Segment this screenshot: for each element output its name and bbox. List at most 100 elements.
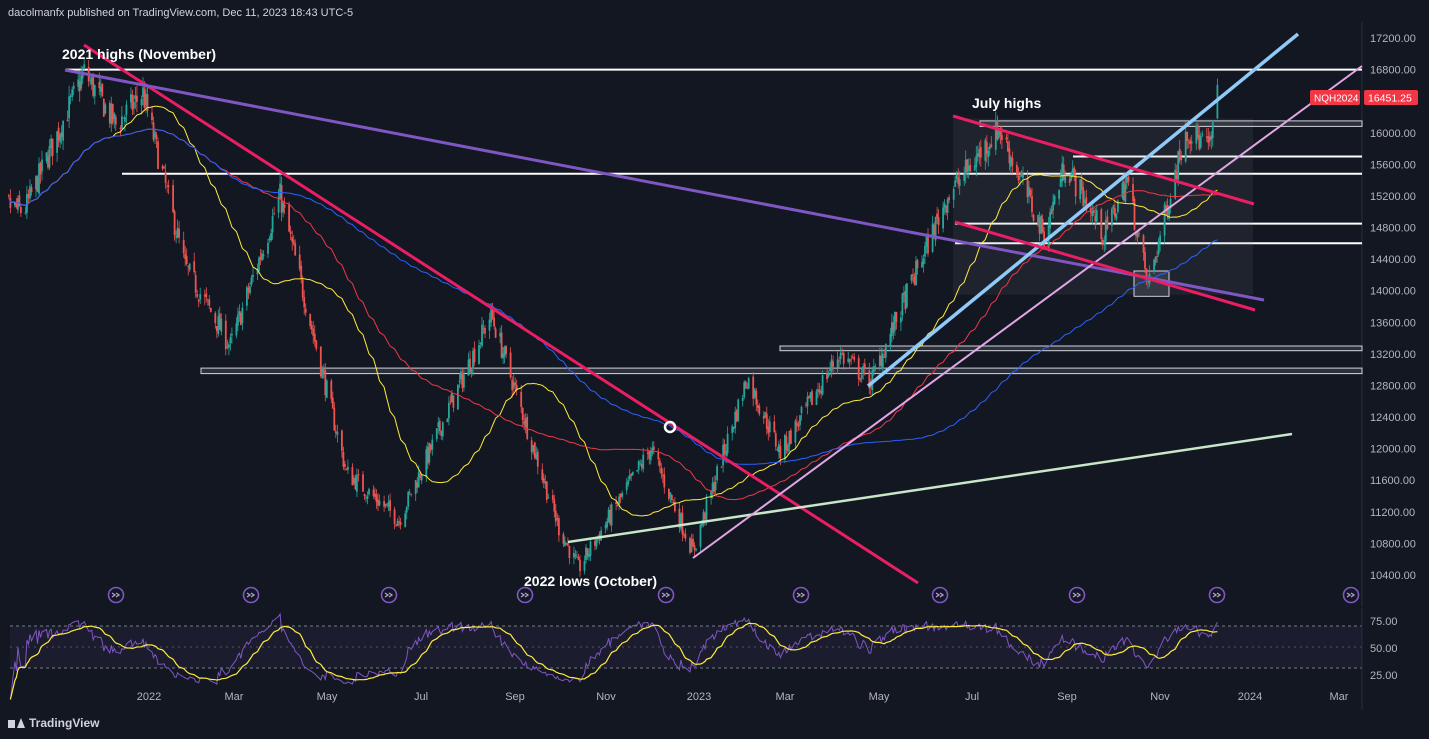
trendline-long-term-ascending[interactable] [567,432,1293,544]
candle [753,389,756,398]
candle [36,176,39,192]
candle [235,323,238,336]
candle [838,360,840,362]
event-marker-icon[interactable] [107,586,125,604]
event-marker-icon[interactable] [1342,586,1360,604]
candle [104,104,107,114]
candle [731,426,734,433]
candle [341,430,343,451]
price-zone[interactable] [200,367,1363,375]
candle [72,85,75,89]
trendline-channel-blue[interactable] [866,32,1300,388]
candle [755,391,758,405]
candle [481,324,483,346]
candle [378,500,381,506]
candle [396,520,399,526]
candle [695,548,697,551]
candle [616,505,619,506]
price-zone[interactable] [779,345,1363,352]
event-marker-icon[interactable] [1068,586,1086,604]
candle [374,493,376,497]
event-marker-icon[interactable] [931,586,949,604]
candle [684,533,687,539]
candle [990,144,993,148]
candle [301,279,304,298]
trendline-long-term-descending[interactable] [64,68,1265,302]
symbol-badge: NQH2024 [1314,94,1359,105]
candle [258,257,260,271]
candle [512,381,515,389]
last-price-badge: 16451.25 [1368,93,1412,105]
candle [924,246,926,257]
candle [452,395,455,408]
candle [347,466,349,470]
candle [639,463,642,465]
candle [435,428,438,440]
candle [1091,211,1094,217]
candle [999,128,1002,136]
candle [1154,256,1157,263]
candle [256,268,259,275]
event-marker-icon[interactable] [657,586,675,604]
trendline-2023-ascending-pink[interactable] [692,65,1363,559]
candle [178,228,180,238]
candle [1026,178,1029,198]
candle [208,299,211,306]
candle [324,370,327,396]
candle [494,328,497,338]
candle [524,418,527,427]
candle [173,211,176,236]
candle [1111,208,1113,226]
candle [558,518,560,536]
candle [490,305,492,323]
candle [119,127,122,129]
candle [428,443,431,463]
candle [607,509,610,522]
candle [765,413,768,429]
candle [514,382,517,385]
candle [520,391,523,408]
candle [366,496,369,499]
candle [26,194,28,213]
trendline-wedge-upper[interactable] [952,114,1255,206]
candle [130,94,132,103]
event-marker-icon[interactable] [1208,586,1226,604]
candle [273,213,275,215]
candle [1079,179,1082,200]
event-marker-icon[interactable] [380,586,398,604]
candle [1053,195,1056,205]
candle [102,99,105,117]
event-marker-icon[interactable] [516,586,534,604]
candle [541,469,544,481]
price-zone[interactable] [979,120,1363,127]
annotation-2021-highs: 2021 highs (November) [62,46,216,62]
rsi-panel[interactable]: 75.00 50.00 25.00 [0,608,1429,710]
event-marker-icon[interactable] [242,586,260,604]
candle [943,203,946,208]
candle [372,489,375,496]
candle [652,446,655,450]
trendline-2021-descending[interactable] [83,43,919,585]
candle [420,475,423,481]
annotation-july-highs: July highs [972,95,1041,111]
publish-header: dacolmanfx published on TradingView.com,… [8,7,354,19]
trendline-wedge-lower[interactable] [954,220,1256,312]
tradingview-logo[interactable]: TradingView [8,716,99,730]
candle [267,242,269,254]
candle [1104,219,1107,242]
candle [484,328,486,334]
candle [967,165,970,171]
candle [154,131,156,138]
candle [678,508,681,528]
event-marker-icon[interactable] [792,586,810,604]
candle [151,112,153,121]
candle [395,524,397,526]
candle [671,494,673,501]
candle [884,344,887,358]
candle [448,402,450,419]
price-chart[interactable]: 2021 highs (November) July highs 2022 lo… [0,22,1429,607]
candle [573,552,575,558]
candle [880,355,883,366]
candle [319,346,322,377]
candle [20,207,22,213]
